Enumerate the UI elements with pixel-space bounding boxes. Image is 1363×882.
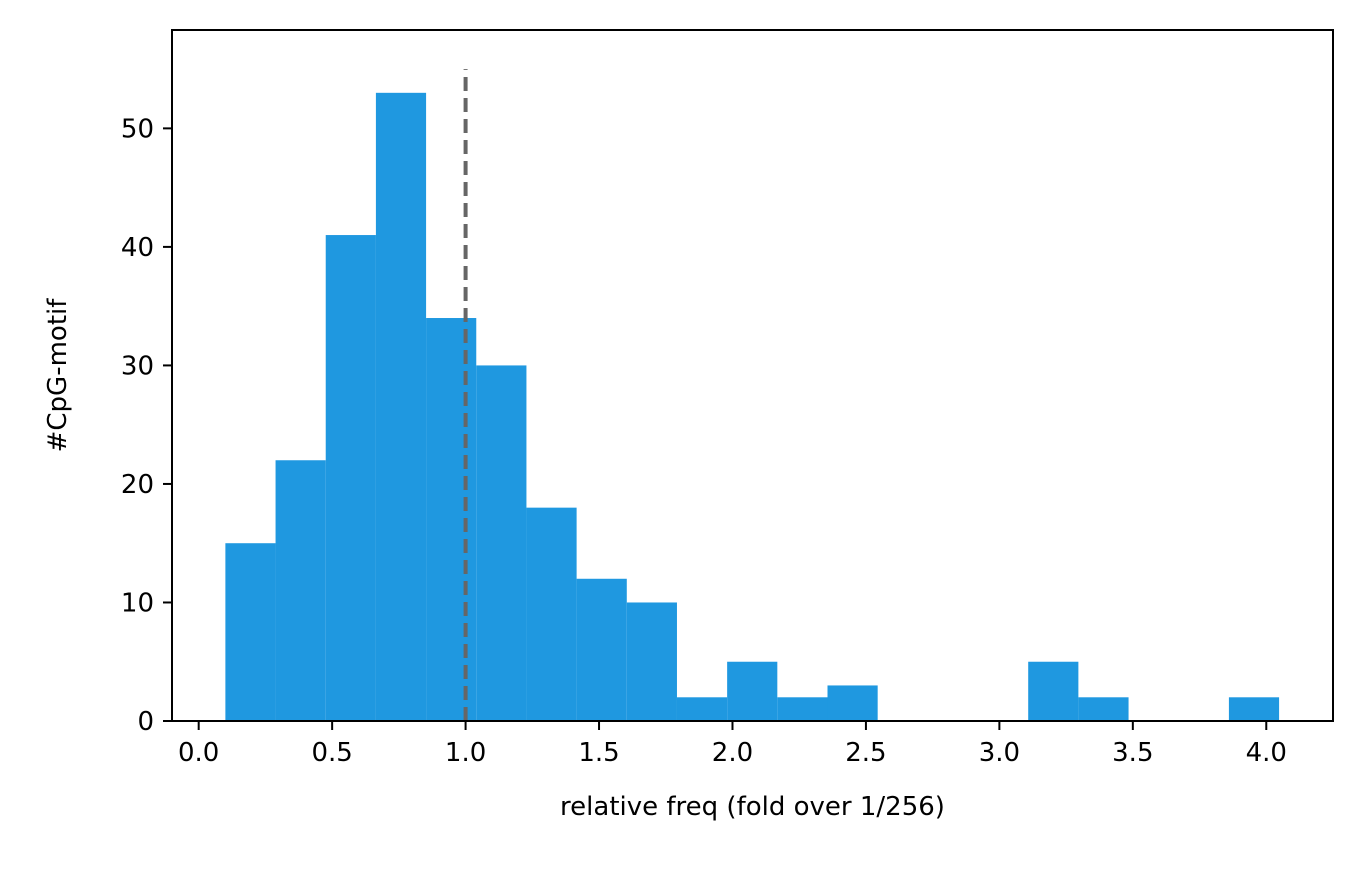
histogram-bar bbox=[426, 318, 477, 721]
x-tick-label: 0.0 bbox=[178, 738, 219, 768]
histogram-bars bbox=[225, 92, 1280, 722]
y-axis-ticks: 0 10 20 30 40 50 bbox=[121, 114, 172, 737]
plot-frame bbox=[171, 29, 1334, 722]
y-tick-label: 50 bbox=[121, 114, 154, 144]
x-tick-label: 1.0 bbox=[445, 738, 486, 768]
x-tick-label: 3.5 bbox=[1112, 738, 1153, 768]
x-tick-label: 0.5 bbox=[311, 738, 352, 768]
histogram-bar bbox=[777, 697, 828, 721]
y-axis-label: #CpG-motif bbox=[43, 298, 73, 453]
y-tick-label: 10 bbox=[121, 588, 154, 618]
x-axis-label: relative freq (fold over 1/256) bbox=[560, 792, 945, 822]
y-tick-label: 40 bbox=[121, 233, 154, 263]
histogram-bar bbox=[225, 543, 276, 721]
histogram-bar bbox=[526, 507, 577, 721]
x-tick-label: 4.0 bbox=[1246, 738, 1287, 768]
histogram-bar bbox=[375, 92, 427, 722]
histogram-bar bbox=[325, 235, 376, 721]
histogram-bar bbox=[727, 661, 778, 721]
y-tick-label: 30 bbox=[121, 351, 154, 381]
histogram-bar bbox=[626, 602, 677, 721]
x-tick-label: 3.0 bbox=[979, 738, 1020, 768]
y-tick-label: 20 bbox=[121, 470, 154, 500]
x-tick-label: 2.0 bbox=[712, 738, 753, 768]
x-tick-label: 2.5 bbox=[845, 738, 886, 768]
histogram-bar bbox=[1228, 697, 1280, 721]
x-tick-label: 1.5 bbox=[578, 738, 619, 768]
histogram-bar bbox=[576, 578, 627, 721]
histogram-bar bbox=[1078, 697, 1129, 721]
histogram-bar bbox=[827, 685, 878, 721]
histogram-bar bbox=[1028, 661, 1079, 721]
histogram-bar bbox=[275, 460, 326, 721]
histogram-bar bbox=[476, 365, 527, 721]
histogram-bar bbox=[676, 697, 728, 721]
x-axis-ticks: 0.0 0.5 1.0 1.5 2.0 2.5 3.0 3.5 4.0 bbox=[178, 721, 1287, 768]
y-tick-label: 0 bbox=[137, 707, 154, 737]
